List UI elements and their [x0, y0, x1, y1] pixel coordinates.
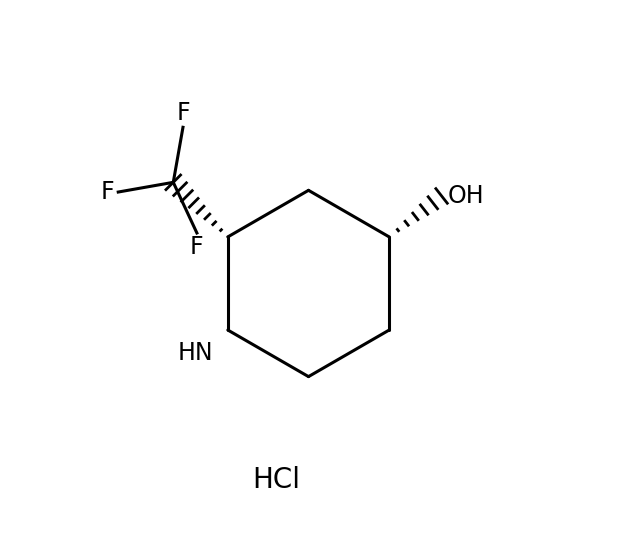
Text: HCl: HCl: [252, 467, 300, 494]
Text: F: F: [101, 180, 114, 204]
Text: HN: HN: [177, 341, 213, 365]
Text: F: F: [176, 101, 190, 125]
Text: F: F: [190, 235, 204, 259]
Text: OH: OH: [448, 184, 484, 208]
